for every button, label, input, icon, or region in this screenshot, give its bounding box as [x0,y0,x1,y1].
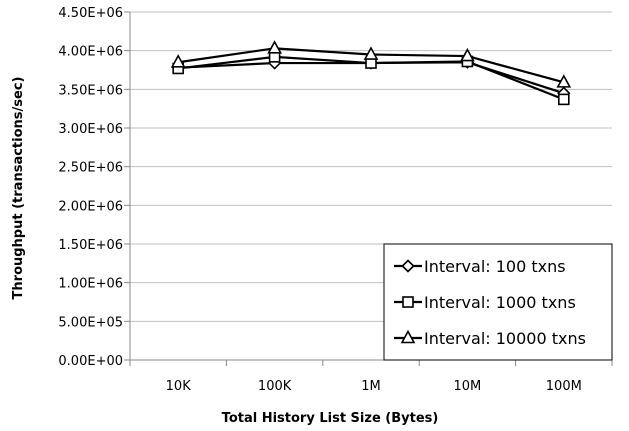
y-tick-label: 1.50E+06 [58,238,123,253]
x-tick-label: 10K [166,379,192,394]
y-tick-label: 1.00E+06 [58,277,123,292]
legend-marker-diamond [401,259,415,273]
legend-marker-triangle [400,329,416,344]
x-axis-title: Total History List Size (Bytes) [222,411,439,426]
y-axis-title: Throughput (transactions/sec) [11,77,26,300]
x-tick-labels: 10K 100K 1M 10M 100M [166,379,582,394]
y-tick-label: 2.00E+06 [58,199,123,214]
x-tick-label: 100K [258,379,292,394]
data-point-square [557,93,570,106]
x-tick-label: 1M [361,379,381,394]
legend: Interval: 100 txns Interval: 1000 txns Int… [383,243,613,361]
data-point-triangle [363,46,379,60]
series-lines [170,40,572,106]
legend-marker-square [402,296,414,308]
y-tick-labels: 0.00E+00 5.00E+05 1.00E+06 1.50E+06 2.00E+06… [58,6,123,369]
y-tick-label: 4.50E+06 [58,6,123,21]
legend-entry: Interval: 100 txns [424,257,566,276]
y-tick-label: 5.00E+05 [58,315,123,330]
y-tick-label: 4.00E+06 [58,45,123,60]
y-tick-label: 0.00E+00 [58,354,123,369]
legend-entry: Interval: 10000 txns [424,329,586,348]
data-point-triangle [267,40,282,54]
data-point-triangle [556,74,572,88]
y-tick-label: 3.00E+06 [58,122,123,137]
x-tick-label: 100M [546,379,582,394]
legend-entry: Interval: 1000 txns [424,293,576,312]
x-tick-label: 10M [454,379,482,394]
y-tick-label: 2.50E+06 [58,161,123,176]
data-point-triangle [460,47,475,62]
grid-lines [124,11,612,361]
data-point-triangle [170,54,186,68]
y-tick-label: 3.50E+06 [58,83,123,98]
